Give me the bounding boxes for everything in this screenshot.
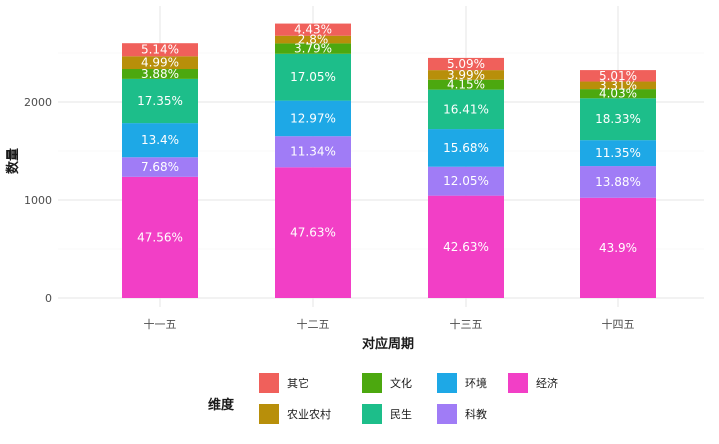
segment-label: 17.05% <box>290 70 336 84</box>
bar-segment <box>275 100 351 137</box>
x-tick-label: 十四五 <box>602 317 635 331</box>
legend-label: 环境 <box>465 376 487 390</box>
bar-segment <box>122 69 198 79</box>
segment-label: 7.68% <box>141 160 179 174</box>
legend-swatch <box>259 373 279 393</box>
legend-label: 经济 <box>536 376 558 390</box>
segment-label: 17.35% <box>137 94 183 108</box>
y-axis-title: 数量 <box>5 148 21 174</box>
segment-label: 11.35% <box>595 146 641 160</box>
x-axis-title: 对应周期 <box>362 336 414 352</box>
bar-segment <box>428 129 504 167</box>
bar-segment <box>428 195 504 298</box>
legend-label: 科教 <box>465 407 487 421</box>
segment-label: 4.03% <box>599 87 637 101</box>
bar-segment <box>275 53 351 101</box>
x-axis-ticks: 十一五 十二五 十三五 十四五 <box>144 317 635 331</box>
legend-swatch <box>362 404 382 424</box>
bar-segment <box>428 70 504 80</box>
segment-label: 15.68% <box>443 141 489 155</box>
legend-label: 其它 <box>287 376 309 390</box>
segment-label: 12.05% <box>443 174 489 188</box>
bar-segment <box>580 197 656 298</box>
bar-segment <box>275 43 351 54</box>
bar-segment <box>428 57 504 71</box>
segment-label: 5.14% <box>141 43 179 57</box>
bar-segment <box>122 157 198 177</box>
bar-segment <box>428 79 504 90</box>
segment-label: 3.99% <box>447 68 485 82</box>
bar-segment <box>122 78 198 124</box>
bar-segment <box>580 140 656 167</box>
bar-segment <box>275 35 351 44</box>
y-tick-label: 0 <box>45 292 52 305</box>
segment-label: 2.8% <box>298 33 329 47</box>
bar-segment <box>122 43 198 57</box>
bars <box>122 23 656 298</box>
segment-label: 43.9% <box>599 241 637 255</box>
bar-segment <box>122 123 198 158</box>
y-axis-ticks: 0 1000 2000 <box>24 96 52 305</box>
segment-label: 3.31% <box>599 78 637 92</box>
bar-segment <box>580 98 656 141</box>
segment-label: 4.99% <box>141 56 179 70</box>
y-tick-label: 2000 <box>24 96 52 109</box>
segment-label: 42.63% <box>443 240 489 254</box>
segment-label: 12.97% <box>290 111 336 125</box>
segment-label: 3.79% <box>294 42 332 56</box>
legend-title: 维度 <box>208 397 235 413</box>
legend-swatch <box>259 404 279 424</box>
y-tick-label: 1000 <box>24 194 52 207</box>
segment-label: 3.88% <box>141 67 179 81</box>
bar-segment <box>580 89 656 99</box>
segment-label: 5.01% <box>599 69 637 83</box>
legend-label: 农业农村 <box>287 407 331 421</box>
legend-swatch <box>437 373 457 393</box>
x-tick-label: 十二五 <box>297 317 330 331</box>
bar-segment <box>275 136 351 168</box>
bar-segment <box>580 166 656 198</box>
segment-label: 13.88% <box>595 175 641 189</box>
bar-segment <box>580 70 656 82</box>
legend-label: 文化 <box>390 376 412 390</box>
bar-segment <box>580 81 656 90</box>
segment-label: 16.41% <box>443 102 489 116</box>
legend-label: 民生 <box>390 407 412 421</box>
segment-labels: 47.56% 7.68% 13.4% 17.35% 3.88%4.99%5.14% 47.… <box>137 23 641 255</box>
segment-label: 4.43% <box>294 23 332 37</box>
x-tick-label: 十三五 <box>450 317 483 331</box>
segment-label: 5.09% <box>447 57 485 71</box>
segment-label: 13.4% <box>141 133 179 147</box>
bar-segment <box>275 167 351 298</box>
segment-label: 47.63% <box>290 226 336 240</box>
legend-swatch <box>437 404 457 424</box>
legend-swatch <box>362 373 382 393</box>
bar-segment <box>428 89 504 130</box>
segment-label: 4.15% <box>447 78 485 92</box>
bar-segment <box>122 176 198 298</box>
bar-segment <box>275 23 351 36</box>
segment-label: 18.33% <box>595 112 641 126</box>
x-tick-label: 十一五 <box>144 317 177 331</box>
bar-segment <box>122 56 198 70</box>
segment-label: 11.34% <box>290 145 336 159</box>
legend-swatch <box>508 373 528 393</box>
bar-segment <box>428 166 504 196</box>
segment-label: 47.56% <box>137 230 183 244</box>
